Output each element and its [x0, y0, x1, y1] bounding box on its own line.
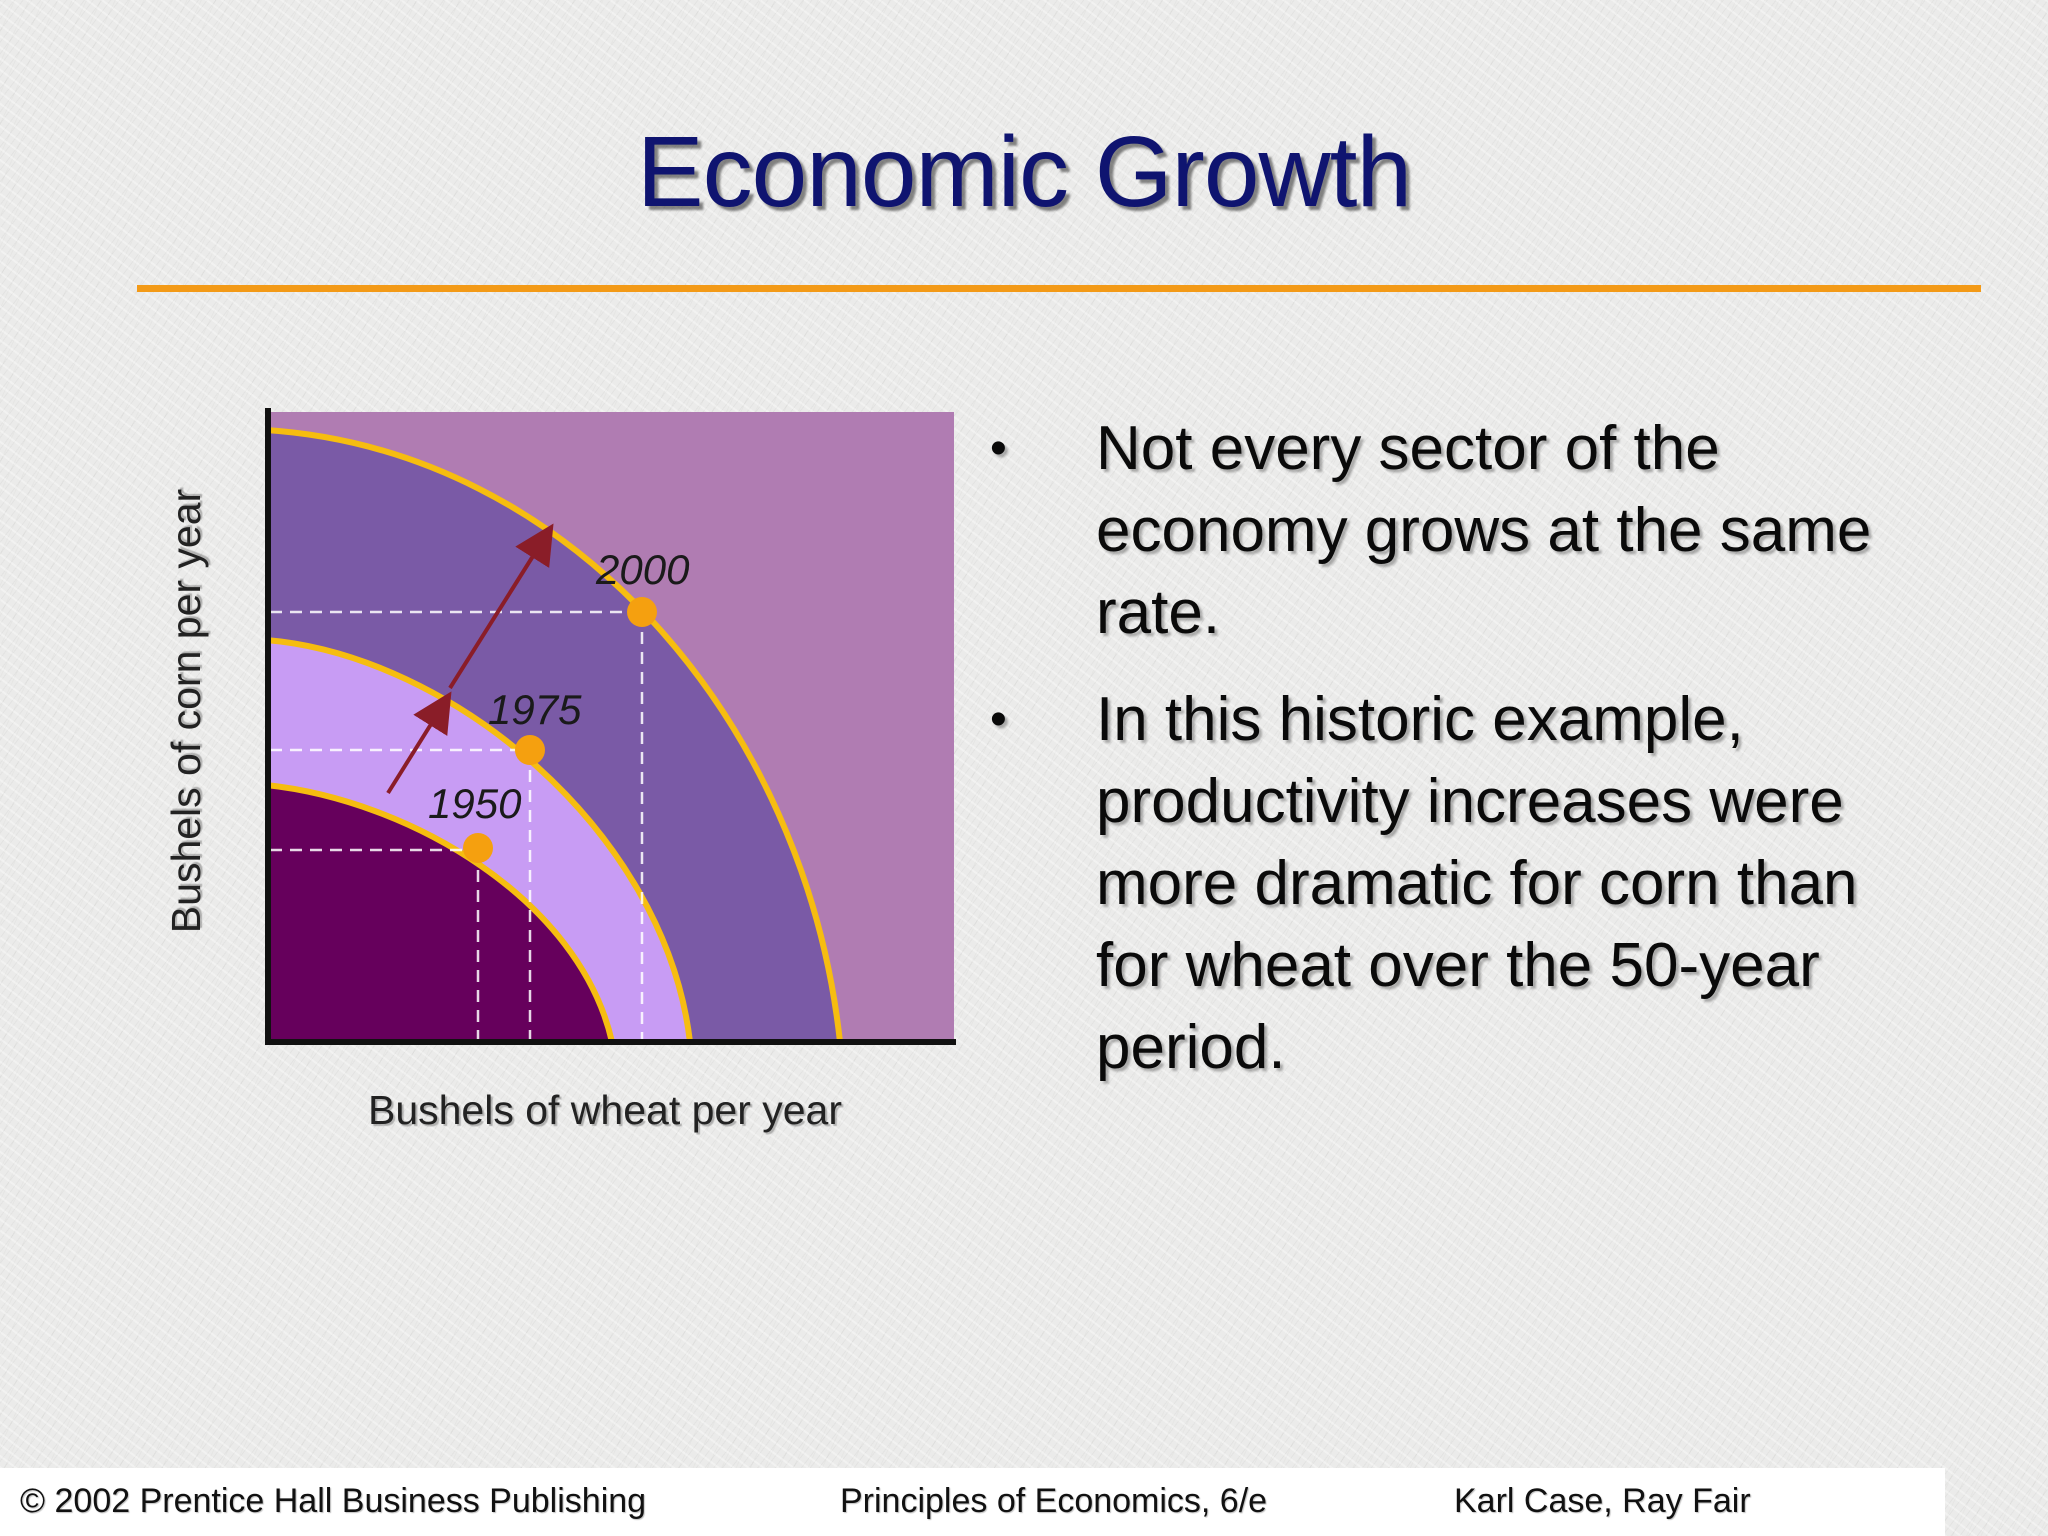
title-divider: [137, 285, 1981, 292]
bullet-marker: •: [990, 422, 1007, 475]
ppf-curve-2000: [265, 427, 843, 1043]
x-axis-label: Bushels of wheat per year: [367, 1087, 843, 1133]
footer: © 2002 Prentice Hall Business Publishing…: [0, 1468, 1945, 1536]
footer-publisher: © 2002 Prentice Hall Business Publishing: [20, 1482, 647, 1520]
bullet-text: In this historic example, productivity i…: [1096, 685, 1858, 1082]
ppf-curve-1950: [265, 782, 615, 1043]
label-1975: 1975: [488, 686, 582, 733]
point-2000: [627, 597, 657, 627]
bullet-item: • Not every sector of the economy grows …: [990, 408, 1890, 654]
guide-lines: [270, 610, 644, 1040]
growth-arrow-1: [386, 691, 452, 795]
growth-arrow-2: [448, 523, 554, 690]
bullet-marker: •: [990, 693, 1007, 746]
label-1950: 1950: [428, 780, 522, 827]
point-1950: [463, 833, 493, 863]
y-axis-label: Bushels of corn per year: [163, 488, 209, 934]
bullet-text: Not every sector of the economy grows at…: [1096, 414, 1872, 647]
footer-book: Principles of Economics, 6/e: [840, 1482, 1268, 1520]
point-1975: [515, 735, 545, 765]
bullet-item: • In this historic example, productivity…: [990, 679, 1890, 1089]
label-2000: 2000: [595, 546, 690, 593]
bullet-list: • Not every sector of the economy grows …: [990, 408, 1890, 1114]
footer-authors: Karl Case, Ray Fair: [1454, 1482, 1751, 1520]
slide-title: Economic Growth: [636, 116, 1412, 228]
ppf-curve-1975: [265, 637, 693, 1043]
